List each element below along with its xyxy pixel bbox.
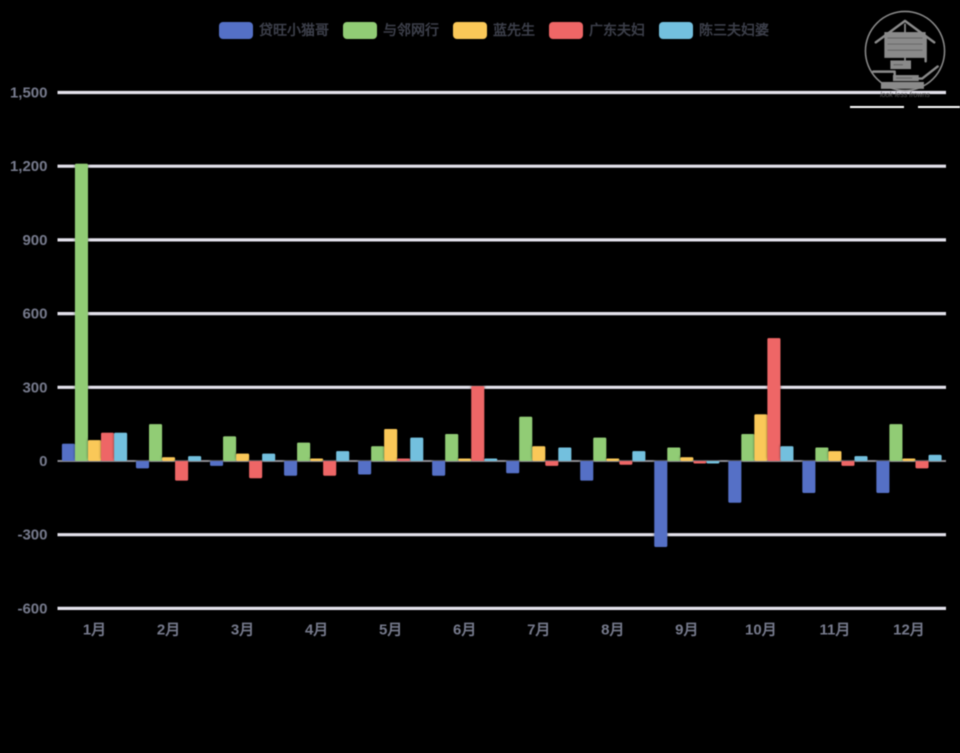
- svg-text:1,200: 1,200: [10, 158, 48, 175]
- svg-text:600: 600: [22, 306, 47, 323]
- svg-text:11月: 11月: [820, 621, 851, 638]
- svg-text:1,500: 1,500: [10, 85, 48, 102]
- svg-text:2月: 2月: [157, 621, 180, 638]
- svg-text:10月: 10月: [745, 621, 777, 638]
- svg-text:6月: 6月: [453, 621, 476, 638]
- svg-text:900: 900: [22, 232, 47, 249]
- svg-text:5月: 5月: [379, 621, 402, 638]
- svg-text:4月: 4月: [305, 621, 328, 638]
- svg-text:0: 0: [39, 453, 47, 470]
- svg-text:7月: 7月: [527, 621, 550, 638]
- svg-text:300: 300: [22, 379, 47, 396]
- svg-text:3月: 3月: [231, 621, 254, 638]
- svg-text:9月: 9月: [675, 621, 698, 638]
- svg-text:-600: -600: [17, 600, 47, 617]
- svg-text:12月: 12月: [893, 621, 925, 638]
- svg-text:8月: 8月: [601, 621, 624, 638]
- svg-text:1月: 1月: [83, 621, 106, 638]
- svg-text:-300: -300: [17, 527, 47, 544]
